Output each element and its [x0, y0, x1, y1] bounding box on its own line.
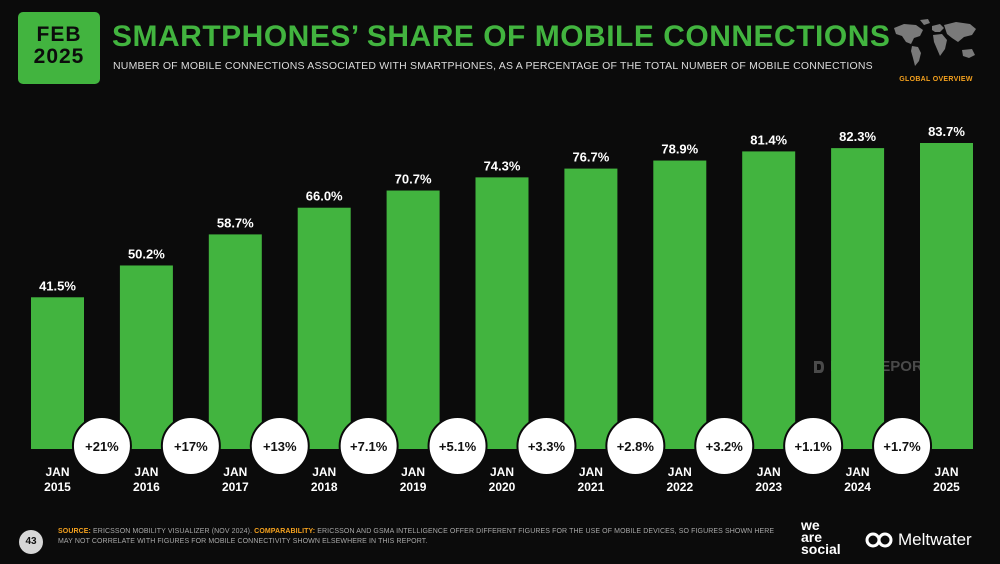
date-badge: FEB 2025: [18, 12, 100, 84]
change-bubble: [338, 416, 399, 476]
bar: [386, 190, 440, 449]
x-tick-label: JAN: [134, 465, 158, 479]
change-bubble: [71, 416, 132, 476]
comparability-text: ERICSSON AND GSMA INTELLIGENCE OFFER DIF…: [58, 528, 775, 545]
x-tick-label: 2019: [400, 480, 427, 494]
page-subtitle: NUMBER OF MOBILE CONNECTIONS ASSOCIATED …: [113, 60, 873, 72]
badge-month: FEB: [36, 23, 82, 46]
x-tick-label: JAN: [490, 465, 514, 479]
change-label: +2.8%: [617, 439, 655, 454]
source-text: ERICSSON MOBILITY VISUALIZER (NOV 2024).: [93, 528, 253, 535]
x-tick-label: JAN: [223, 465, 247, 479]
x-tick-label: 2023: [755, 480, 782, 494]
change-bubble: [516, 416, 577, 476]
meltwater-text: Meltwater: [898, 530, 972, 549]
x-tick-label: 2018: [311, 480, 338, 494]
x-tick-label: JAN: [846, 465, 870, 479]
change-bubble: [694, 416, 755, 476]
x-tick-label: 2024: [844, 480, 871, 494]
change-bubble: [783, 416, 844, 476]
x-tick-label: JAN: [45, 465, 69, 479]
change-label: +7.1%: [350, 439, 388, 454]
brand-line-2: are: [801, 529, 823, 545]
change-bubble: [427, 416, 488, 476]
brand-line-1: we: [801, 517, 820, 533]
source-label: SOURCE:: [58, 528, 91, 535]
bar: [208, 234, 262, 449]
x-tick-label: 2020: [489, 480, 516, 494]
bar-value-label: 66.0%: [306, 189, 343, 204]
x-tick-label: 2016: [133, 480, 160, 494]
x-tick-label: JAN: [668, 465, 692, 479]
change-label: +17%: [174, 439, 208, 454]
change-label: +3.2%: [706, 439, 744, 454]
region-label: GLOBAL OVERVIEW: [899, 76, 973, 83]
bar: [564, 168, 618, 449]
change-bubble: [605, 416, 666, 476]
bar-value-label: 82.3%: [839, 129, 876, 144]
change-bubble: [249, 416, 310, 476]
world-map-icon: [894, 19, 976, 66]
x-tick-label: JAN: [401, 465, 425, 479]
x-tick-label: 2015: [44, 480, 71, 494]
bar: [119, 265, 173, 449]
x-tick-label: JAN: [934, 465, 958, 479]
badge-year: 2025: [33, 45, 85, 68]
we-are-social-logo: we are social: [801, 517, 841, 557]
bar: [742, 151, 796, 449]
comparability-label: COMPARABILITY:: [254, 528, 316, 535]
bar-value-label: 81.4%: [750, 132, 787, 147]
x-tick-label: JAN: [312, 465, 336, 479]
page-number: 43: [19, 530, 43, 554]
change-label: +5.1%: [439, 439, 477, 454]
bar: [475, 177, 529, 449]
change-label: +1.7%: [883, 439, 921, 454]
bar-value-label: 70.7%: [395, 172, 432, 187]
change-label: +21%: [85, 439, 119, 454]
x-tick-label: 2025: [933, 480, 960, 494]
page-title: SMARTPHONES’ SHARE OF MOBILE CONNECTIONS: [112, 20, 891, 53]
change-label: +13%: [263, 439, 297, 454]
x-tick-label: 2022: [666, 480, 693, 494]
change-label: +3.3%: [528, 439, 566, 454]
bar: [297, 207, 351, 449]
x-tick-label: JAN: [757, 465, 781, 479]
bar-value-label: 58.7%: [217, 215, 254, 230]
bar-value-label: 76.7%: [572, 150, 609, 165]
change-bubble: [872, 416, 933, 476]
bar-value-label: 41.5%: [39, 278, 76, 293]
change-bubble: [160, 416, 221, 476]
bar: [920, 143, 973, 449]
bar-value-label: 78.9%: [661, 142, 698, 157]
bar: [831, 148, 885, 449]
footer-note: SOURCE: ERICSSON MOBILITY VISUALIZER (NO…: [58, 527, 788, 547]
bar: [31, 297, 84, 449]
bar-value-label: 83.7%: [928, 124, 965, 139]
bar-value-label: 50.2%: [128, 246, 165, 261]
x-tick-label: JAN: [579, 465, 603, 479]
x-tick-label: 2017: [222, 480, 249, 494]
meltwater-logo-icon: [865, 532, 893, 548]
datareportal-logo-icon: [814, 360, 824, 373]
bar-value-label: 74.3%: [484, 158, 521, 173]
change-label: +1.1%: [795, 439, 833, 454]
x-tick-label: 2021: [578, 480, 605, 494]
brand-line-3: social: [801, 541, 841, 557]
bar: [653, 160, 707, 449]
meltwater-logo: Meltwater: [864, 530, 972, 550]
